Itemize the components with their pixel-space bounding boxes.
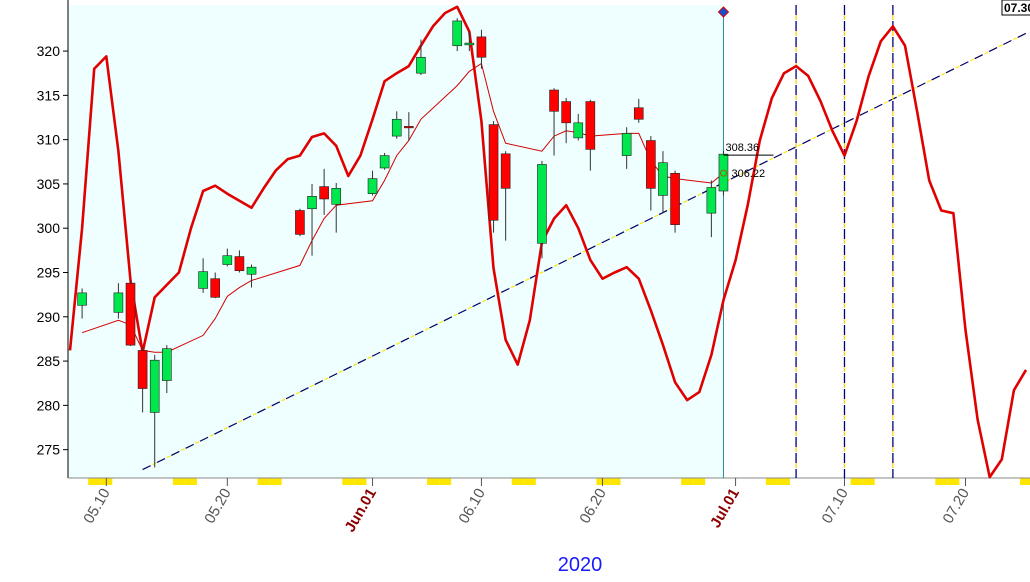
weekend-marker [172, 478, 185, 485]
candle-body [162, 348, 172, 381]
candle-body [658, 162, 668, 196]
weekend-marker [862, 478, 875, 485]
corner-box [1001, 0, 1030, 16]
candle-body [452, 20, 463, 47]
candle-body [500, 153, 511, 189]
weekend-marker [935, 478, 948, 485]
trend-line-accent [142, 32, 1027, 471]
weekend-marker [523, 478, 536, 485]
weekend-marker [257, 478, 270, 485]
candle-body [307, 196, 317, 210]
candle-body [210, 278, 221, 298]
candle-body [113, 292, 124, 313]
cycle-line [68, 5, 1028, 479]
candle-body [585, 101, 596, 150]
candle-body [476, 36, 487, 58]
ma-point [719, 169, 727, 177]
weekend-marker [88, 478, 101, 485]
candle-body [561, 101, 571, 124]
candle-body [416, 56, 426, 74]
weekend-marker [777, 478, 790, 485]
y-tick-label: 290 [37, 309, 61, 325]
candle-body [198, 271, 208, 289]
y-tick-label: 280 [37, 397, 61, 413]
weekend-marker [439, 478, 452, 485]
weekend-marker [269, 478, 282, 485]
candle-body [234, 256, 245, 272]
candle-body [670, 172, 680, 225]
x-axis-title: 2020 [558, 554, 603, 576]
candle-body [125, 282, 136, 346]
close-label: 308.36 [725, 142, 759, 154]
candle-body [573, 122, 584, 139]
candle-body [331, 188, 342, 205]
candle-body [633, 107, 644, 120]
y-tick-label: 295 [37, 265, 61, 281]
weekend-marker [185, 478, 198, 485]
y-tick-label: 310 [37, 132, 61, 148]
weekend-marker [1020, 478, 1030, 485]
candle-body [149, 359, 160, 413]
current-date-marker [717, 6, 730, 18]
candle-body [379, 155, 390, 169]
corner-label: 07.30 [1004, 1, 1030, 15]
candle-body [537, 164, 547, 244]
candle-body [367, 178, 378, 194]
candle-body [488, 124, 499, 221]
weekend-marker [947, 478, 960, 485]
y-tick-label: 320 [37, 43, 61, 59]
candle-body [464, 42, 475, 46]
candle-body [706, 187, 717, 214]
candle-body [246, 266, 257, 275]
candle-body [391, 118, 402, 137]
candle-body [404, 126, 414, 129]
y-tick-label: 285 [37, 353, 61, 369]
candle-body [137, 350, 148, 389]
y-tick-label: 275 [37, 442, 61, 458]
weekend-marker [427, 478, 440, 485]
weekend-marker [354, 478, 367, 485]
candle-body [646, 140, 656, 189]
candle-body [718, 153, 729, 192]
weekend-marker [342, 478, 355, 485]
weekend-marker [511, 478, 524, 485]
trend-line [142, 32, 1027, 471]
candle-body [621, 133, 632, 156]
candle-body [222, 255, 233, 265]
weekend-marker [608, 478, 621, 485]
candle-body [295, 210, 305, 235]
candle-body [77, 292, 87, 306]
weekend-marker [681, 478, 694, 485]
weekend-marker [765, 478, 778, 485]
history-background [68, 5, 724, 478]
y-tick-label: 315 [37, 87, 61, 103]
y-tick-label: 305 [37, 176, 61, 192]
weekend-marker [693, 478, 706, 485]
ma-label: 306.22 [731, 168, 765, 180]
candle-body [549, 89, 559, 112]
candle-body [319, 186, 329, 200]
y-tick-label: 300 [37, 220, 61, 236]
weekend-marker [850, 478, 863, 485]
